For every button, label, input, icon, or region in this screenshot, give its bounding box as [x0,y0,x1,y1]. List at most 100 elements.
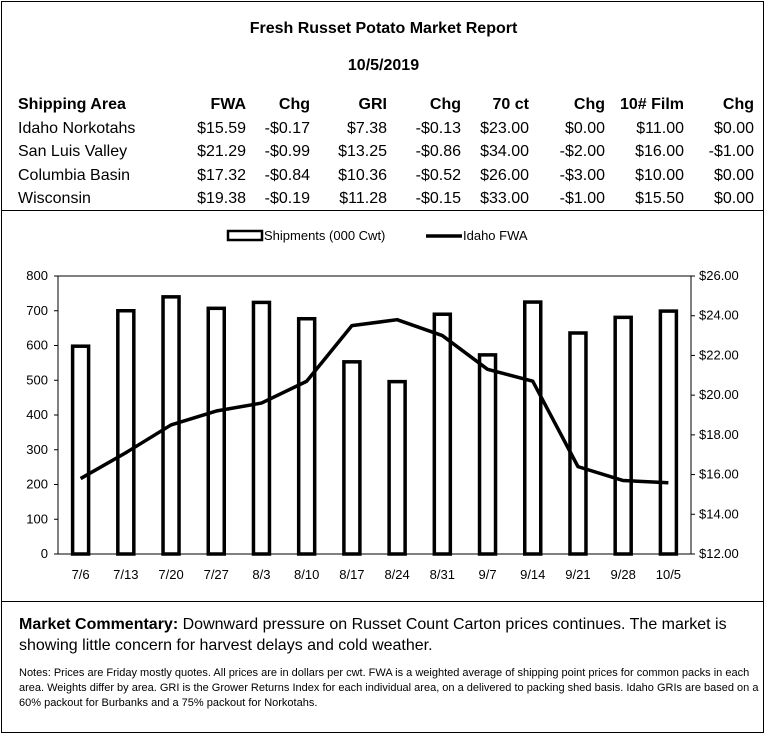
shipment-bar [206,306,226,556]
idaho-fwa-line [79,317,669,485]
shipment-bar [70,344,91,556]
plot-frame [57,275,692,555]
right-axis-tick-label: $20.00 [699,387,739,402]
x-axis-tick-label: 10/5 [656,567,681,582]
commentary-label: Market Commentary: [19,616,179,633]
market-commentary: Market Commentary: Downward pressure on … [19,614,759,656]
header-70ct: 70 ct [492,96,529,113]
left-axis-tick-label: 100 [26,511,48,526]
header-film-chg: Chg [722,96,754,113]
cell: $10.00 [635,166,684,184]
cell: -$0.15 [415,190,461,207]
cell: -$0.86 [415,143,461,160]
price-table: Shipping Area FWA Chg GRI Chg 70 ct Chg … [18,93,754,211]
shipment-bar [477,353,498,556]
header-fwa: FWA [210,96,246,113]
commentary-text: Downward pressure on Russet Count Carton… [19,616,727,654]
cell: -$0.17 [264,119,310,137]
header-film: 10# Film [619,96,684,113]
x-axis-tick-label: 8/31 [430,567,455,582]
cell: -$1.00 [708,143,754,160]
right-axis-tick-label: $14.00 [699,506,739,521]
right-axis-tick-label: $18.00 [699,427,739,442]
cell: Columbia Basin [18,166,131,184]
cell: -$1.00 [559,190,605,207]
shipment-bar [116,309,136,556]
x-axis-tick-label: 9/28 [611,567,636,582]
left-axis-tick-label: 0 [41,546,48,561]
cell: $0.00 [564,119,605,137]
cell: San Luis Valley [18,143,128,160]
legend-fwa-label: Idaho FWA [463,228,528,243]
shipments-fwa-chart: 0 100 200 300 400 500 600 700 800 $12.00 $14.00 $16… [26,228,739,582]
header-fwa-chg: Chg [278,96,310,113]
legend-shipments-label: Shipments (000 Cwt) [264,228,385,243]
cell: $21.29 [197,143,246,160]
x-axis-tick-label: 8/17 [339,567,364,582]
cell: $0.00 [713,190,754,207]
cell: $0.00 [713,119,754,137]
cell: $26.00 [480,166,529,184]
right-axis-tick-label: $22.00 [699,347,739,362]
table-row: San Luis Valley $21.29 -$0.99 $13.25 -$0… [18,140,754,164]
x-axis-tick-label: 7/20 [158,567,183,582]
right-axis-tick-label: $26.00 [699,268,739,283]
table-row: Columbia Basin $17.32 -$0.84 $10.36 -$0.… [18,164,754,188]
cell: -$0.19 [264,190,310,207]
shipment-bar [432,312,453,556]
cell: $7.38 [346,119,387,137]
cell: $10.36 [338,166,387,184]
x-axis-tick-label: 9/7 [478,567,496,582]
price-table-header: Shipping Area FWA Chg GRI Chg 70 ct Chg … [18,93,754,117]
report-date: 10/5/2019 [347,57,420,74]
shipment-bar [342,360,362,556]
left-axis-tick-label: 500 [26,372,48,387]
x-axis-tick-label: 8/24 [384,567,409,582]
shipment-bar [387,379,407,556]
x-axis-tick-label: 8/10 [294,567,319,582]
cell: $33.00 [480,190,529,207]
header-70ct-chg: Chg [573,96,605,113]
cell: $13.25 [338,143,387,160]
x-axis-tick-label: 9/21 [565,567,590,582]
shipment-bar [296,316,317,556]
right-axis-tick-label: $12.00 [699,546,739,561]
cell: -$0.99 [264,143,310,160]
cell: -$0.13 [415,119,461,137]
cell: -$3.00 [559,166,605,184]
shipment-bar [523,300,543,556]
cell: $34.00 [480,143,529,160]
header-gri: GRI [358,96,387,113]
cell: -$0.84 [264,166,310,184]
notes: Notes: Prices are Friday mostly quotes. … [19,667,759,709]
x-axis-tick-label: 7/27 [204,567,229,582]
cell: $15.50 [635,190,684,207]
right-axis-tick-label: $24.00 [699,308,739,323]
left-axis-tick-label: 300 [26,442,48,457]
cell: -$2.00 [559,143,605,160]
table-row: Idaho Norkotahs $15.59 -$0.17 $7.38 -$0.… [18,117,754,141]
chart-area: 0 100 200 300 400 500 600 700 800 $12.00 $14.00 $16… [1,210,764,602]
cell: $0.00 [713,166,754,184]
cell: $19.38 [197,190,246,207]
table-row: Wisconsin $19.38 -$0.19 $11.28 -$0.15 $3… [18,187,754,211]
shipment-bar [251,300,272,556]
cell: $23.00 [480,119,529,137]
cell: Idaho Norkotahs [18,119,136,137]
shipment-bar [568,331,588,556]
cell: -$0.52 [415,166,461,184]
left-axis-tick-label: 800 [26,268,48,283]
left-axis-tick-label: 600 [26,338,48,353]
cell: $16.00 [635,143,684,160]
right-axis-tick-label: $16.00 [699,467,739,482]
cell: $11.00 [636,119,684,137]
shipment-bar [613,315,633,556]
report-title: Fresh Russet Potato Market Report [249,20,518,37]
x-axis-tick-label: 7/13 [113,567,138,582]
cell: $15.59 [197,119,246,137]
cell: Wisconsin [18,190,91,207]
x-axis-tick-label: 8/3 [252,567,270,582]
left-axis-tick-label: 400 [26,407,48,422]
left-axis-tick-label: 700 [26,303,48,318]
